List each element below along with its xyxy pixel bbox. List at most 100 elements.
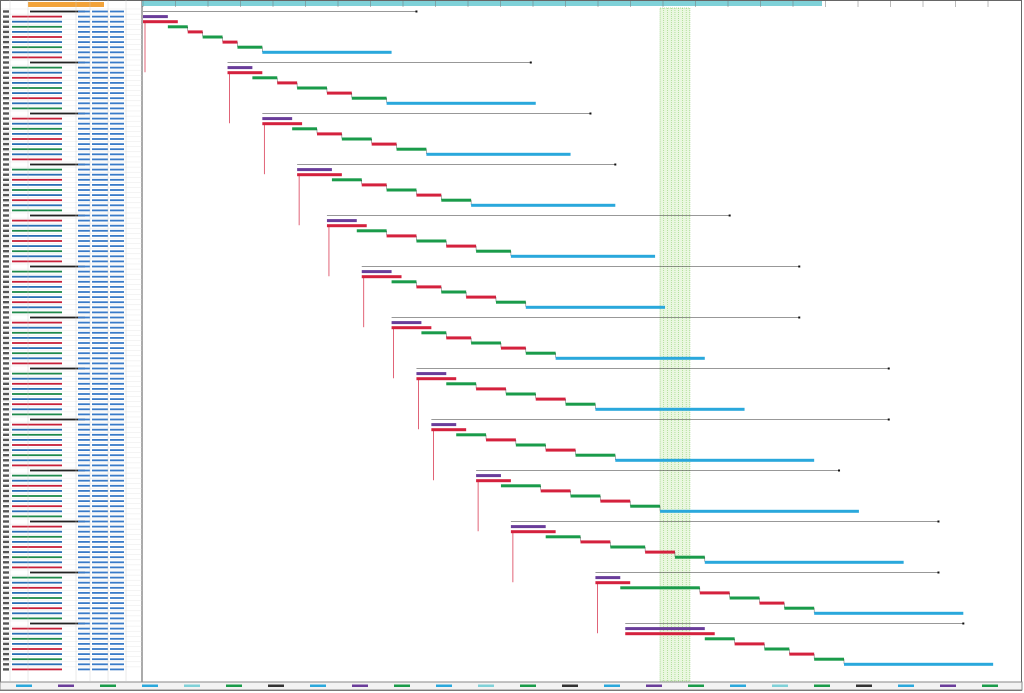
row-date (110, 413, 124, 416)
row-date (110, 127, 124, 130)
row-date (92, 133, 108, 135)
row-text (12, 331, 62, 334)
row-date (110, 357, 124, 360)
step-bar (630, 504, 661, 508)
row-date (92, 76, 108, 79)
row-date (78, 398, 90, 400)
blue-bar (615, 458, 815, 462)
row-date (92, 270, 108, 273)
purple-bar (227, 66, 253, 70)
row-date (110, 56, 124, 59)
row-date (78, 41, 90, 43)
row-date (78, 367, 90, 370)
row-date (78, 566, 90, 569)
row-date (110, 561, 124, 564)
row-date (78, 444, 90, 446)
row-text (12, 541, 62, 543)
step-bar (620, 586, 700, 590)
red-bar (297, 173, 342, 177)
row-icon (3, 193, 9, 197)
row-text (12, 224, 62, 227)
row-date (92, 301, 108, 304)
row-date (110, 449, 124, 451)
row-date (78, 31, 90, 33)
row-icon (3, 550, 9, 554)
row-icon (3, 168, 9, 171)
step-bar (386, 234, 417, 238)
legend-swatch (58, 684, 74, 687)
summary-end (937, 520, 940, 523)
step-bar (476, 249, 511, 253)
row-date (78, 377, 90, 380)
row-text (12, 632, 62, 635)
row-text (12, 439, 62, 441)
row-text (12, 36, 62, 38)
row-icon (3, 571, 9, 574)
row-date (92, 668, 108, 671)
blue-bar (510, 254, 656, 258)
row-icon (3, 607, 9, 610)
row-date (92, 444, 108, 446)
row-date (78, 326, 90, 329)
row-icon (3, 668, 9, 671)
row-date (78, 428, 90, 431)
row-date (110, 291, 124, 293)
row-date (78, 617, 90, 620)
row-date (78, 204, 90, 207)
step-bar (356, 229, 387, 233)
row-text (12, 377, 62, 380)
row-date (110, 388, 124, 390)
row-text (12, 76, 62, 79)
row-icon (3, 382, 9, 385)
purple-bar (416, 372, 447, 376)
row-date (92, 525, 108, 528)
row-date (78, 92, 90, 94)
step-bar (545, 535, 581, 539)
summary-end (415, 10, 418, 13)
row-date (92, 663, 108, 666)
row-date (92, 388, 108, 390)
row-date (78, 576, 90, 579)
row-date (92, 260, 108, 263)
row-date (110, 648, 124, 650)
row-date (92, 592, 108, 594)
row-date (92, 291, 108, 293)
row-date (78, 612, 90, 615)
row-date (110, 632, 124, 635)
row-icon (3, 428, 9, 431)
step-bar (331, 178, 362, 182)
row-date (78, 280, 90, 283)
row-text (12, 444, 62, 446)
row-date (78, 250, 90, 253)
row-date (78, 352, 90, 355)
row-date (110, 97, 124, 100)
row-date (78, 597, 90, 599)
row-icon (3, 117, 9, 120)
row-date (78, 454, 90, 457)
row-date (110, 505, 124, 508)
row-date (110, 36, 124, 38)
row-date (92, 653, 108, 655)
row-date (110, 15, 124, 18)
row-date (110, 576, 124, 579)
row-date (110, 444, 124, 446)
row-date (92, 571, 108, 574)
red-bar (326, 224, 367, 228)
row-icon (3, 290, 9, 294)
purple-bar (262, 117, 293, 121)
row-date (92, 627, 108, 630)
row-date (78, 525, 90, 528)
row-icon (3, 469, 9, 472)
row-date (78, 648, 90, 650)
row-icon (3, 40, 9, 44)
row-date (78, 331, 90, 334)
row-date (110, 586, 124, 589)
row-date (110, 525, 124, 528)
row-icon (3, 97, 9, 100)
row-date (110, 663, 124, 666)
row-date (92, 321, 108, 324)
row-text (12, 607, 62, 610)
row-date (110, 107, 124, 110)
row-icon (3, 122, 9, 125)
row-date (92, 474, 108, 477)
